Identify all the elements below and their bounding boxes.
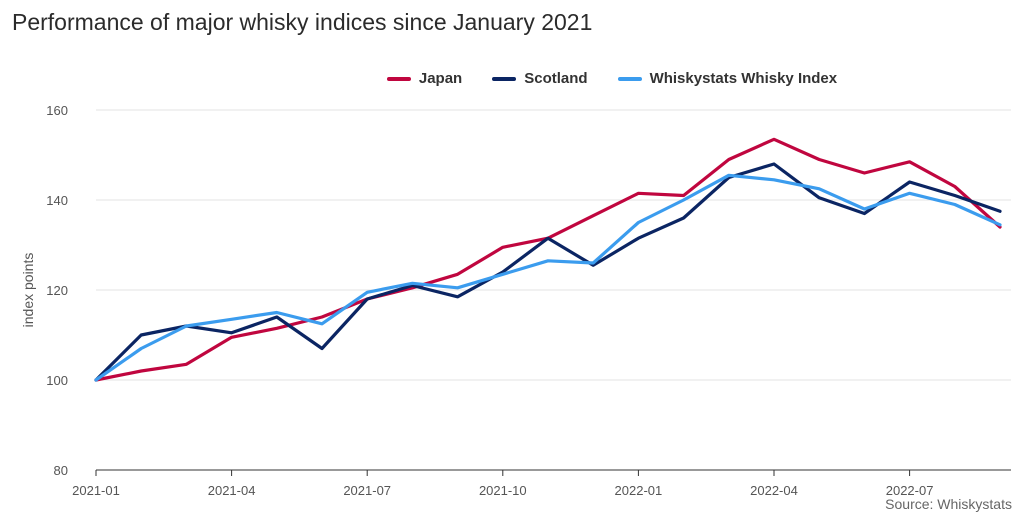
y-axis-title: index points bbox=[20, 253, 36, 328]
x-tick-label-2021-10: 2021-10 bbox=[479, 483, 527, 498]
x-tick-label-2021-07: 2021-07 bbox=[343, 483, 391, 498]
legend-item-japan[interactable]: Japan bbox=[187, 70, 462, 87]
legend-item-whiskystats[interactable]: Whiskystats Whisky Index bbox=[617, 70, 838, 87]
legend: Japan Scotland Whiskystats Whisky Index bbox=[0, 70, 1024, 87]
y-tick-label-100: 100 bbox=[46, 373, 68, 388]
series-line-scotland bbox=[94, 162, 1002, 382]
legend-label-scotland: Scotland bbox=[524, 70, 588, 87]
legend-swatch-scotland bbox=[492, 76, 517, 81]
x-tick-label-2022-04: 2022-04 bbox=[750, 483, 798, 498]
x-tick-label-2021-01: 2021-01 bbox=[72, 483, 120, 498]
y-tick-label-140: 140 bbox=[46, 193, 68, 208]
y-tick-label-160: 160 bbox=[46, 103, 68, 118]
chart-title: Performance of major whisky indices sinc… bbox=[12, 9, 593, 35]
x-tick-label-2022-07: 2022-07 bbox=[886, 483, 934, 498]
legend-label-japan: Japan bbox=[418, 70, 463, 87]
source-note: Source: Whiskystats bbox=[885, 496, 1012, 512]
x-tick-label-2022-01: 2022-01 bbox=[615, 483, 663, 498]
legend-swatch-japan bbox=[386, 76, 411, 81]
legend-swatch-whiskystats bbox=[617, 76, 642, 81]
legend-item-scotland[interactable]: Scotland bbox=[492, 70, 588, 87]
y-tick-label-80: 80 bbox=[54, 463, 68, 478]
series-line-whiskystats-whisky-index bbox=[94, 173, 1002, 382]
x-tick-label-2021-04: 2021-04 bbox=[208, 483, 256, 498]
y-tick-label-120: 120 bbox=[46, 283, 68, 298]
legend-label-whiskystats: Whiskystats Whisky Index bbox=[649, 70, 838, 87]
